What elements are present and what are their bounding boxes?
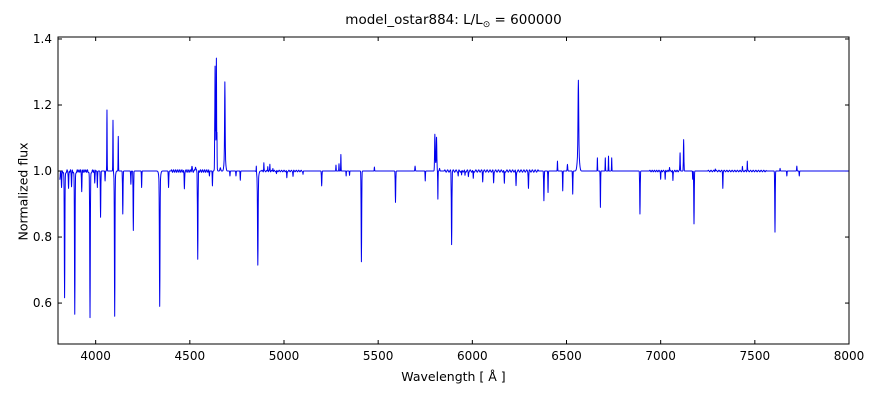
x-tick-label: 7500 — [740, 349, 771, 363]
y-tick-label: 1.0 — [33, 164, 52, 178]
title-text: model_ostar884: L/L — [345, 12, 483, 28]
y-axis-label: Normalized flux — [15, 142, 31, 241]
x-tick-label: 7000 — [645, 349, 676, 363]
x-tick-label: 5500 — [363, 349, 394, 363]
y-tick-labels: 0.6 0.8 1.0 1.2 1.4 — [33, 32, 52, 310]
y-tick-label: 0.6 — [33, 296, 52, 310]
x-tick-labels: 4000 4500 5000 5500 6000 6500 7000 7500 8000 — [80, 349, 864, 363]
x-tick-label: 8000 — [834, 349, 865, 363]
x-tick-label: 6500 — [551, 349, 582, 363]
spectrum-line — [59, 57, 850, 319]
sun-symbol: ⊙ — [482, 20, 491, 30]
y-tick-label: 1.2 — [33, 98, 52, 112]
x-tick-label: 6000 — [457, 349, 488, 363]
x-axis-label: Wavelength [ Å ] — [401, 369, 506, 384]
title-value: = 600000 — [490, 12, 562, 28]
y-tick-label: 0.8 — [33, 230, 52, 244]
x-tick-label: 4000 — [80, 349, 111, 363]
y-tick-label: 1.4 — [33, 32, 52, 46]
x-tick-label: 4500 — [175, 349, 206, 363]
x-tick-label: 5000 — [269, 349, 300, 363]
plot-title: model_ostar884: L/L⊙ = 600000 — [58, 12, 849, 30]
axes-frame — [57, 36, 850, 345]
axis-ticks — [58, 37, 850, 344]
